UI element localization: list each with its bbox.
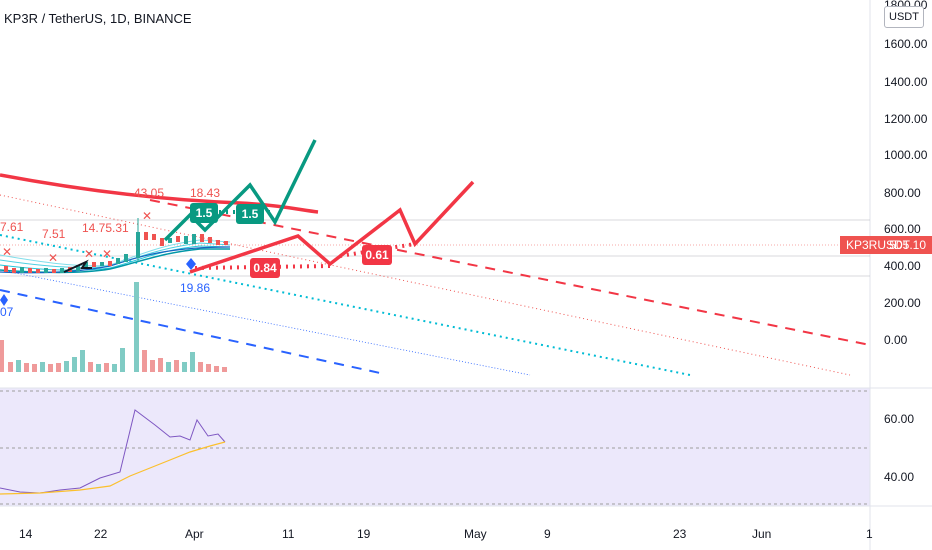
current-price-tag: KP3RUSDT 505.10 bbox=[840, 236, 932, 254]
green-badge-1: 1.5 bbox=[190, 203, 218, 223]
rsi-pane[interactable] bbox=[0, 388, 870, 506]
svg-text:1400.00: 1400.00 bbox=[884, 75, 928, 89]
green-badge-2: 1.5 bbox=[236, 204, 264, 224]
svg-text:400.00: 400.00 bbox=[884, 259, 921, 273]
svg-text:11: 11 bbox=[282, 527, 295, 541]
svg-text:Apr: Apr bbox=[185, 527, 204, 541]
label-red-2: 7.51 bbox=[42, 227, 66, 241]
red-badge-1: 0.84 bbox=[250, 258, 280, 278]
volume-bars bbox=[0, 282, 227, 372]
red-dotted-trendline[interactable] bbox=[0, 194, 851, 376]
svg-text:60.00: 60.00 bbox=[884, 412, 914, 426]
svg-text:22: 22 bbox=[94, 527, 108, 541]
label-red-4: 43.05 bbox=[134, 186, 164, 200]
red-resistance-curve[interactable] bbox=[0, 173, 319, 214]
red-projection-dotted-2 bbox=[339, 242, 416, 258]
svg-text:1000.00: 1000.00 bbox=[884, 148, 928, 162]
svg-text:1600.00: 1600.00 bbox=[884, 37, 928, 51]
svg-text:800.00: 800.00 bbox=[884, 186, 921, 200]
label-red-1: 7.61 bbox=[0, 220, 24, 234]
label-red-3: 14.75.31 bbox=[82, 221, 129, 235]
svg-text:Jun: Jun bbox=[752, 527, 771, 541]
svg-text:19: 19 bbox=[357, 527, 371, 541]
svg-text:9: 9 bbox=[544, 527, 551, 541]
svg-text:0.00: 0.00 bbox=[884, 333, 908, 347]
rsi-ma-line bbox=[0, 441, 226, 495]
symbol-title[interactable]: KP3R / TetherUS, 1D, BINANCE bbox=[4, 11, 192, 26]
red-projection-dotted-1 bbox=[194, 264, 331, 270]
svg-text:1.5: 1.5 bbox=[196, 206, 213, 220]
price-axis[interactable]: 1800.00 1600.00 1400.00 1200.00 1000.00 … bbox=[884, 0, 928, 347]
svg-text:1.5: 1.5 bbox=[242, 207, 259, 221]
blue-dashed-trendline[interactable] bbox=[0, 289, 381, 374]
red-projection-path[interactable] bbox=[189, 180, 475, 274]
svg-text:14: 14 bbox=[19, 527, 33, 541]
svg-text:600.00: 600.00 bbox=[884, 222, 921, 236]
svg-text:0.61: 0.61 bbox=[365, 248, 389, 262]
label-blue-2: 19.86 bbox=[180, 281, 210, 295]
svg-text:1: 1 bbox=[866, 527, 873, 541]
svg-text:✕: ✕ bbox=[84, 247, 94, 261]
blue-dotted-trendline[interactable] bbox=[0, 269, 531, 376]
current-price-value: 505.10 bbox=[889, 238, 926, 252]
red-badge-2: 0.61 bbox=[362, 245, 392, 265]
svg-text:✕: ✕ bbox=[102, 247, 112, 261]
rsi-line bbox=[0, 409, 226, 494]
time-axis[interactable]: 14 22 Apr 11 19 May 9 23 Jun 1 bbox=[19, 527, 873, 541]
svg-text:23: 23 bbox=[673, 527, 687, 541]
label-blue-1: 07 bbox=[0, 305, 14, 319]
svg-text:✕: ✕ bbox=[2, 245, 12, 259]
currency-button[interactable]: USDT bbox=[884, 6, 924, 28]
svg-text:1200.00: 1200.00 bbox=[884, 112, 928, 126]
current-price-symbol: KP3RUSDT bbox=[846, 238, 911, 252]
green-projection-path[interactable] bbox=[163, 139, 317, 242]
indicator-axis[interactable]: 60.00 40.00 bbox=[884, 412, 914, 484]
svg-text:40.00: 40.00 bbox=[884, 470, 914, 484]
svg-text:May: May bbox=[464, 527, 487, 541]
svg-text:✕: ✕ bbox=[48, 251, 58, 265]
svg-text:200.00: 200.00 bbox=[884, 296, 921, 310]
price-pane[interactable] bbox=[0, 0, 870, 388]
svg-text:✕: ✕ bbox=[142, 209, 152, 223]
candlesticks[interactable] bbox=[4, 218, 228, 273]
label-red-5: 18.43 bbox=[190, 186, 220, 200]
svg-text:0.84: 0.84 bbox=[253, 261, 277, 275]
red-dashed-trendline[interactable] bbox=[149, 199, 871, 346]
